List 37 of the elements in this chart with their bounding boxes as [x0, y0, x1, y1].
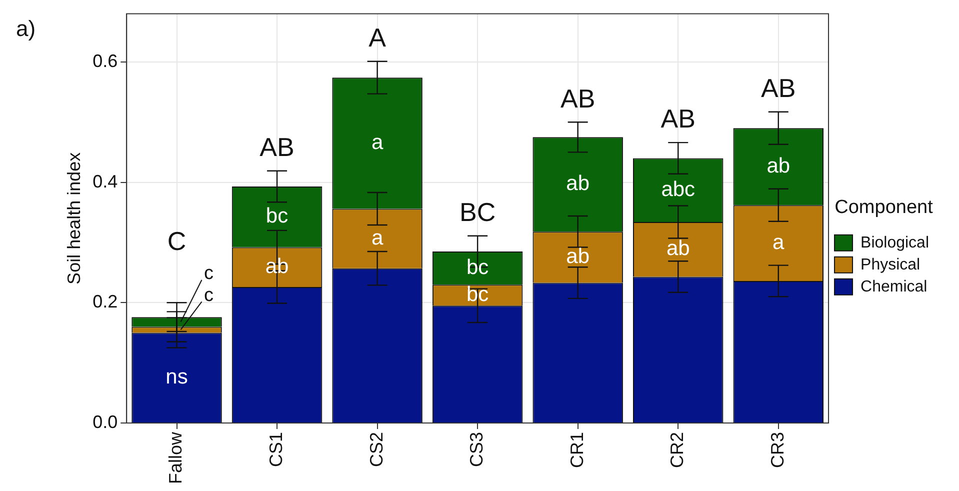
x-tick-label: CR2 — [667, 432, 688, 468]
x-tick-label: CS2 — [366, 432, 386, 467]
text: a) — [16, 16, 36, 42]
total-label: C — [167, 226, 186, 256]
y-tick-label: 0.0 — [92, 412, 118, 432]
data-label: ab — [566, 172, 590, 196]
y-axis-title: Soil health index — [64, 152, 84, 284]
x-tick-label: CS1 — [266, 432, 286, 467]
x-tick-label: CR1 — [566, 432, 587, 468]
data-label: c — [204, 263, 214, 284]
x-tick-label: Fallow — [166, 430, 186, 484]
total-label: AB — [260, 132, 294, 162]
x-tick-label: CR3 — [767, 432, 788, 468]
total-label: AB — [761, 73, 796, 104]
data-label: a — [371, 130, 384, 154]
total-label: AB — [660, 104, 696, 134]
y-tick-label: 0.4 — [92, 171, 118, 192]
legend-label: Biological — [860, 234, 929, 252]
legend-label: Physical — [860, 256, 920, 274]
legend-label: Chemical — [860, 278, 928, 296]
data-label: a — [772, 230, 785, 254]
data-label: ab — [566, 245, 590, 268]
data-label: a — [371, 226, 384, 250]
data-label: ab — [666, 237, 690, 260]
data-label: bc — [266, 204, 288, 228]
data-label: abc — [661, 178, 696, 201]
x-tick-label: CS3 — [466, 432, 487, 467]
data-label: bc — [466, 256, 489, 279]
legend-title: Component — [834, 196, 934, 218]
y-tick-label: 0.2 — [92, 292, 118, 312]
data-label: ab — [766, 154, 790, 178]
y-tick-label: 0.6 — [92, 50, 118, 71]
data-label: c — [204, 284, 214, 306]
total-label: BC — [460, 197, 496, 228]
data-label: ns — [166, 366, 188, 389]
total-label: AB — [560, 83, 596, 114]
total-label: A — [368, 22, 387, 53]
